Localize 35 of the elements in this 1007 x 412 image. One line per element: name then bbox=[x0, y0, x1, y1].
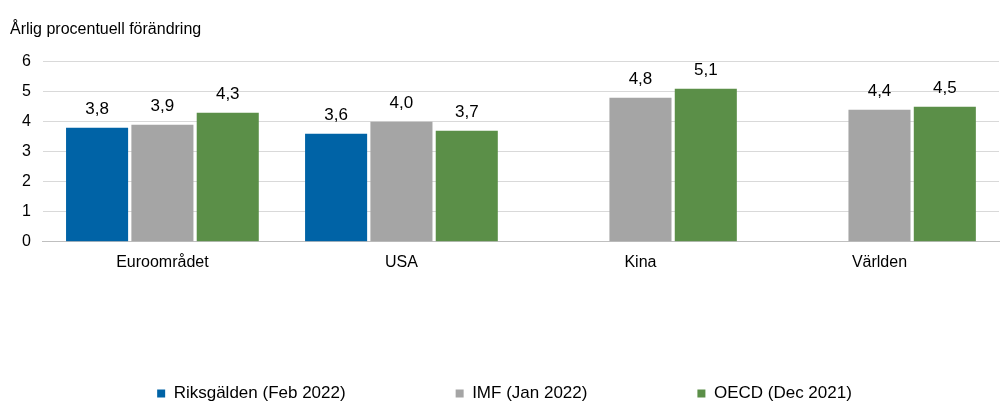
bar bbox=[674, 88, 737, 242]
x-tick-label: USA bbox=[384, 252, 419, 270]
data-label: 5,1 bbox=[693, 59, 718, 79]
y-tick-label: 3 bbox=[21, 142, 31, 160]
data-label: 4,4 bbox=[867, 80, 892, 100]
data-label: 4,5 bbox=[933, 77, 957, 97]
data-label: 4,8 bbox=[628, 68, 653, 88]
legend-label: OECD (Dec 2021) bbox=[713, 383, 852, 403]
bar bbox=[66, 127, 129, 242]
bar bbox=[435, 130, 498, 242]
bar bbox=[609, 97, 672, 242]
bar bbox=[305, 133, 368, 242]
y-tick-label: 1 bbox=[21, 202, 31, 220]
y-tick-label: 5 bbox=[21, 82, 31, 100]
data-label: 3,9 bbox=[150, 95, 175, 115]
data-label: 3,6 bbox=[324, 104, 348, 124]
y-axis-title: Årlig procentuell förändring bbox=[10, 20, 202, 38]
data-label: 3,7 bbox=[454, 101, 479, 121]
y-tick-label: 6 bbox=[21, 52, 31, 70]
bar bbox=[370, 121, 433, 242]
bar bbox=[848, 109, 911, 242]
x-tick-label: Euroområdet bbox=[116, 252, 210, 270]
x-tick-label: Världen bbox=[851, 252, 908, 270]
y-tick-label: 4 bbox=[21, 112, 31, 130]
data-label: 4,0 bbox=[389, 92, 414, 112]
y-tick-label: 2 bbox=[21, 172, 31, 190]
y-tick-label: 0 bbox=[21, 232, 31, 250]
legend-label: IMF (Jan 2022) bbox=[472, 383, 588, 403]
bar bbox=[913, 106, 976, 242]
data-label: 3,8 bbox=[85, 98, 109, 118]
x-tick-label: Kina bbox=[624, 252, 657, 270]
data-label: 4,3 bbox=[215, 83, 240, 103]
bar bbox=[131, 124, 194, 242]
bar bbox=[196, 112, 259, 242]
legend-label: Riksgälden (Feb 2022) bbox=[173, 383, 346, 403]
